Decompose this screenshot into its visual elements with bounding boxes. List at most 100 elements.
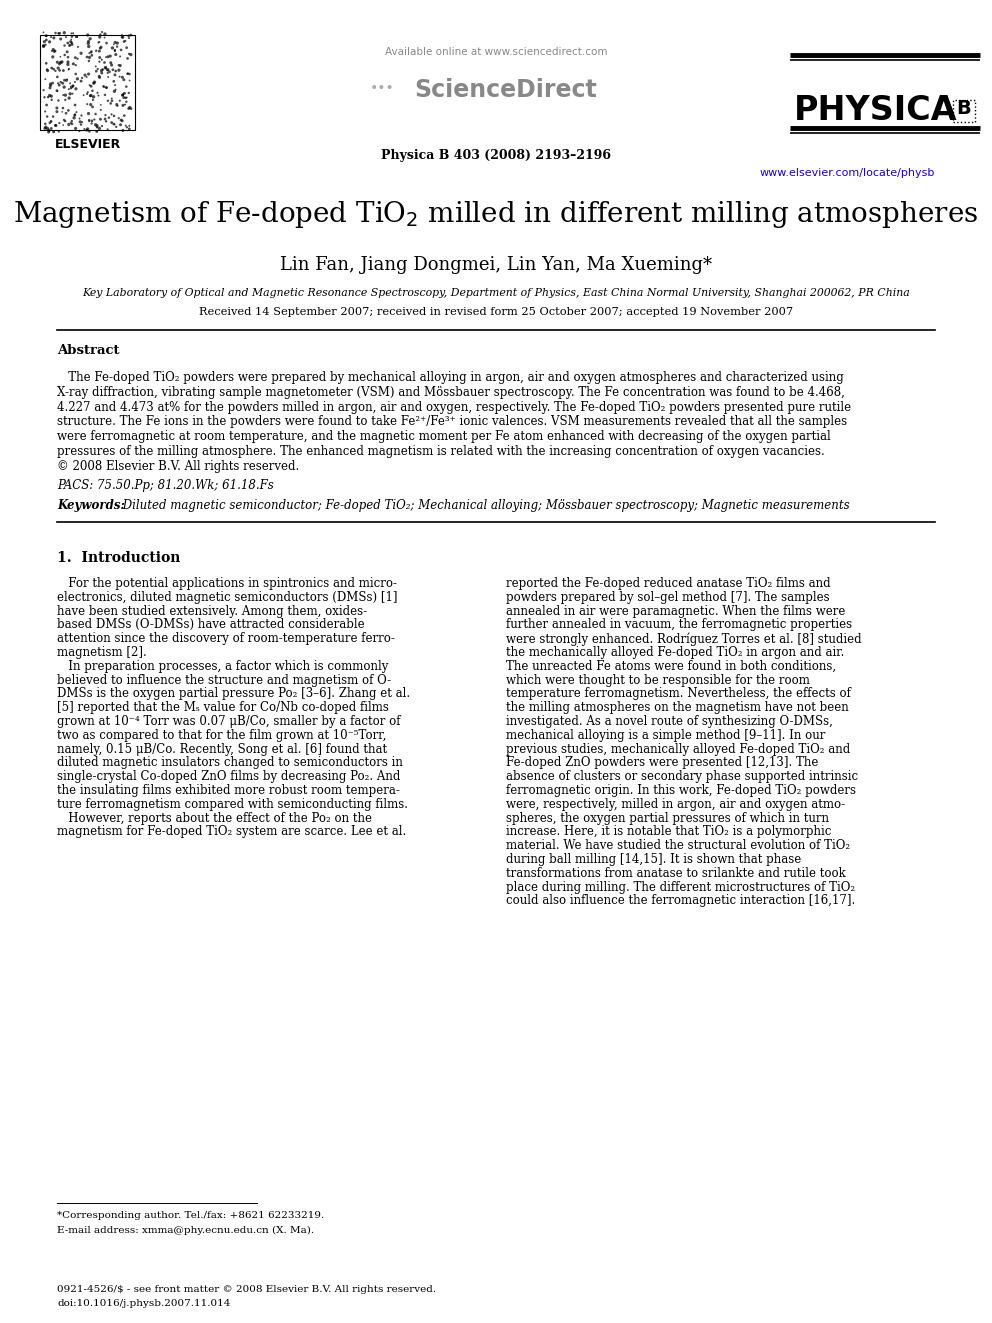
Point [87, 103, 103, 124]
Point [106, 106, 122, 127]
Point [118, 115, 134, 136]
Point [87, 114, 103, 135]
Point [60, 69, 75, 90]
Point [46, 58, 62, 79]
Point [67, 48, 83, 69]
Text: reported the Fe-doped reduced anatase TiO₂ films and: reported the Fe-doped reduced anatase Ti… [506, 577, 830, 590]
Point [89, 115, 105, 136]
Point [117, 30, 133, 52]
Point [97, 24, 113, 45]
Point [69, 26, 85, 48]
Point [122, 97, 138, 118]
Point [101, 107, 117, 128]
Point [92, 24, 108, 45]
Point [62, 36, 77, 57]
Point [80, 33, 96, 54]
Point [57, 22, 72, 44]
Point [48, 22, 63, 44]
Point [44, 89, 60, 110]
Text: place during milling. The different microstructures of TiO₂: place during milling. The different micr… [506, 881, 855, 893]
Point [92, 108, 108, 130]
Point [107, 40, 123, 61]
Point [77, 65, 93, 86]
Point [94, 115, 110, 136]
Point [53, 52, 68, 73]
Point [44, 111, 60, 132]
Point [97, 85, 113, 106]
Point [121, 118, 137, 139]
Point [52, 22, 67, 44]
Point [90, 58, 106, 79]
Point [84, 97, 100, 118]
Point [95, 58, 111, 79]
Point [59, 70, 74, 91]
Point [93, 99, 109, 120]
Text: have been studied extensively. Among them, oxides-: have been studied extensively. Among the… [57, 605, 367, 618]
Point [80, 36, 96, 57]
Text: annealed in air were paramagnetic. When the films were: annealed in air were paramagnetic. When … [506, 605, 845, 618]
Text: were ferromagnetic at room temperature, and the magnetic moment per Fe atom enha: were ferromagnetic at room temperature, … [57, 430, 830, 443]
Point [52, 74, 67, 95]
Point [113, 114, 129, 135]
Text: Received 14 September 2007; received in revised form 25 October 2007; accepted 1: Received 14 September 2007; received in … [199, 307, 793, 318]
Point [42, 77, 58, 98]
Point [106, 114, 122, 135]
Text: increase. Here, it is notable that TiO₂ is a polymorphic: increase. Here, it is notable that TiO₂ … [506, 826, 831, 839]
Point [116, 87, 132, 108]
Point [107, 74, 123, 95]
Point [118, 75, 134, 97]
Text: temperature ferromagnetism. Nevertheless, the effects of: temperature ferromagnetism. Nevertheless… [506, 688, 851, 700]
Point [121, 44, 137, 65]
Point [57, 77, 72, 98]
Point [43, 111, 59, 132]
Point [64, 34, 80, 56]
Point [39, 94, 55, 115]
Text: electronics, diluted magnetic semiconductors (DMSs) [1]: electronics, diluted magnetic semiconduc… [57, 591, 398, 603]
Point [36, 36, 52, 57]
Point [114, 24, 130, 45]
Point [98, 77, 114, 98]
Point [85, 73, 101, 94]
Point [58, 26, 73, 48]
Point [44, 118, 60, 139]
Point [61, 46, 76, 67]
Point [91, 66, 107, 87]
Text: DMSs is the oxygen partial pressure Po₂ [3–6]. Zhang et al.: DMSs is the oxygen partial pressure Po₂ … [57, 688, 410, 700]
Point [100, 46, 116, 67]
Point [38, 34, 54, 56]
Point [70, 36, 86, 57]
Point [52, 112, 67, 134]
Text: believed to influence the structure and magnetism of O-: believed to influence the structure and … [57, 673, 391, 687]
Point [57, 45, 72, 66]
Point [112, 90, 128, 111]
Point [38, 69, 54, 90]
Point [40, 106, 56, 127]
Point [67, 118, 83, 139]
Text: Abstract: Abstract [57, 344, 119, 357]
Point [68, 26, 84, 48]
Text: In preparation processes, a factor which is commonly: In preparation processes, a factor which… [57, 660, 389, 673]
Point [104, 37, 120, 58]
Point [115, 120, 131, 142]
Point [119, 116, 135, 138]
Text: magnetism [2].: magnetism [2]. [57, 646, 147, 659]
Point [47, 41, 62, 62]
Point [64, 26, 80, 48]
Text: material. We have studied the structural evolution of TiO₂: material. We have studied the structural… [506, 839, 850, 852]
Point [113, 40, 129, 61]
Text: transformations from anatase to srilankte and rutile took: transformations from anatase to srilankt… [506, 867, 846, 880]
Point [112, 56, 128, 77]
Point [36, 36, 52, 57]
Point [123, 25, 139, 46]
Point [57, 70, 72, 91]
Point [109, 33, 125, 54]
Point [91, 118, 107, 139]
Text: However, reports about the effect of the Po₂ on the: However, reports about the effect of the… [57, 811, 372, 824]
Point [63, 77, 79, 98]
Point [71, 120, 87, 142]
Point [39, 29, 55, 50]
Point [66, 105, 82, 126]
Point [118, 87, 134, 108]
Point [79, 83, 95, 105]
Text: ELSEVIER: ELSEVIER [55, 138, 121, 151]
